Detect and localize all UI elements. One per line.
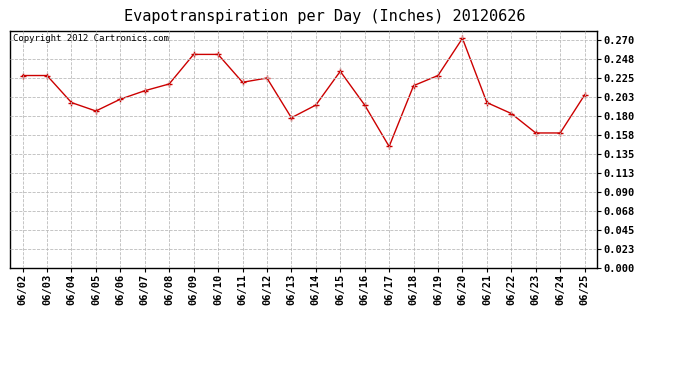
Text: Evapotranspiration per Day (Inches) 20120626: Evapotranspiration per Day (Inches) 2012…	[124, 9, 525, 24]
Text: Copyright 2012 Cartronics.com: Copyright 2012 Cartronics.com	[13, 34, 169, 43]
